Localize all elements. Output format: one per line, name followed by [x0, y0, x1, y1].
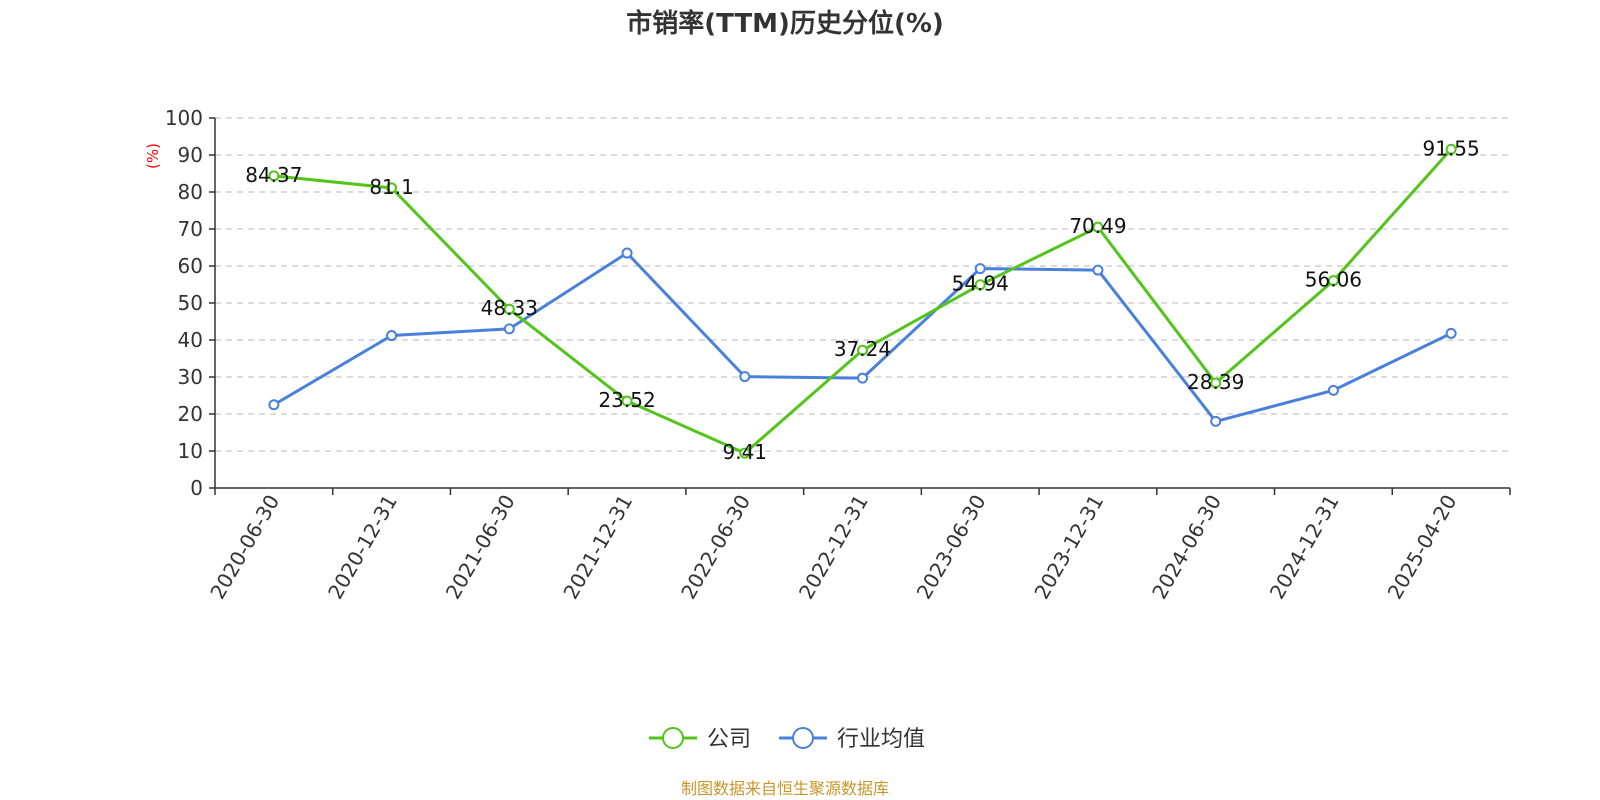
y-tick-label: 30	[178, 365, 203, 389]
x-tick-label: 2021-12-31	[558, 491, 637, 604]
data-point[interactable]	[739, 371, 751, 383]
chart-title: 市销率(TTM)历史分位(%)	[626, 8, 944, 39]
y-tick-label: 40	[178, 328, 203, 352]
legend-marker	[662, 727, 684, 749]
data-point[interactable]	[503, 303, 515, 315]
data-label: 23.52	[598, 388, 655, 412]
data-point[interactable]	[1210, 377, 1222, 389]
data-point[interactable]	[268, 170, 280, 182]
y-axis-label: (%)	[144, 143, 162, 169]
data-point[interactable]	[386, 330, 398, 342]
y-tick-label: 0	[190, 476, 203, 500]
data-label: 56.06	[1305, 268, 1362, 292]
x-tick-label: 2025-04-20	[1383, 491, 1462, 604]
data-point[interactable]	[1210, 415, 1222, 427]
series-group	[268, 143, 1457, 459]
data-point[interactable]	[1327, 384, 1339, 396]
x-tick-label: 2024-12-31	[1265, 491, 1344, 604]
x-tick-label: 2023-06-30	[912, 491, 991, 604]
data-label: 54.94	[952, 272, 1009, 296]
y-tick-label: 20	[178, 402, 203, 426]
data-point[interactable]	[386, 182, 398, 194]
y-tick-label: 60	[178, 254, 203, 278]
legend[interactable]: 公司 行业均值	[649, 727, 925, 752]
series-line	[273, 148, 1453, 455]
data-labels: 84.37 81.1 48.33 23.52 9.41 37.24 54.94 70.49 28…	[245, 136, 1480, 464]
data-point[interactable]	[1092, 221, 1104, 233]
x-tick-label: 2021-06-30	[441, 491, 520, 604]
data-label: 81.1	[369, 175, 414, 199]
data-point[interactable]	[739, 447, 751, 459]
y-tick-label: 80	[178, 180, 203, 204]
x-tick-label: 2022-12-31	[794, 491, 873, 604]
grid-lines	[215, 117, 1510, 452]
data-point[interactable]	[974, 279, 986, 291]
data-point[interactable]	[857, 372, 868, 384]
data-point[interactable]	[268, 399, 280, 411]
data-point[interactable]	[1445, 327, 1457, 339]
data-point[interactable]	[1445, 143, 1457, 155]
data-point[interactable]	[857, 344, 868, 356]
y-tick-label: 50	[178, 291, 203, 315]
x-tick-label: 2023-12-31	[1029, 491, 1108, 604]
legend-item[interactable]: 行业均值	[779, 727, 925, 752]
data-label: 70.49	[1069, 214, 1126, 238]
data-point[interactable]	[503, 323, 515, 335]
y-tick-label: 70	[178, 217, 203, 241]
y-axis-ticks: 0 10 20 30 40 50 60 70 80 90 100	[165, 106, 215, 500]
data-point[interactable]	[1327, 275, 1339, 287]
y-tick-label: 90	[178, 143, 203, 167]
legend-item[interactable]: 公司	[649, 727, 751, 752]
data-point[interactable]	[621, 395, 633, 407]
y-tick-label: 100	[165, 106, 203, 130]
data-point[interactable]	[974, 263, 986, 275]
data-label: 28.39	[1187, 370, 1244, 394]
data-point[interactable]	[1092, 264, 1104, 276]
data-label: 91.55	[1423, 136, 1480, 160]
x-tick-label: 2020-12-31	[323, 491, 402, 604]
data-label: 48.33	[481, 296, 538, 320]
legend-label: 行业均值	[837, 727, 925, 752]
data-label: 84.37	[245, 163, 302, 187]
data-label: 37.24	[834, 337, 891, 361]
x-tick-label: 2022-06-30	[676, 491, 755, 604]
y-tick-label: 10	[178, 439, 203, 463]
data-label: 9.41	[723, 440, 768, 464]
x-axis-ticks: 2020-06-30 2020-12-31 2021-06-30 2021-12-31…	[205, 488, 1511, 604]
data-point[interactable]	[621, 247, 633, 259]
legend-marker	[792, 727, 814, 749]
footer-source: 制图数据来自恒生聚源数据库	[681, 779, 889, 798]
legend-label: 公司	[707, 727, 751, 752]
x-tick-label: 2020-06-30	[205, 491, 284, 604]
x-tick-label: 2024-06-30	[1147, 491, 1226, 604]
